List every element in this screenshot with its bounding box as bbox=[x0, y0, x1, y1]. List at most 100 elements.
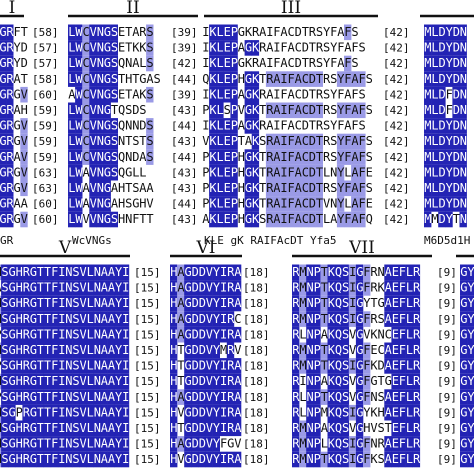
residue-shade bbox=[308, 149, 316, 165]
block-g-residue: V bbox=[370, 421, 377, 435]
block-g-residue: I bbox=[349, 312, 356, 326]
block-e-residue: S bbox=[72, 265, 79, 279]
block-b-residue: C bbox=[83, 150, 90, 164]
residue-shade bbox=[6, 180, 14, 197]
gap-count: [9] bbox=[437, 453, 457, 466]
block-c-residue: K bbox=[252, 87, 260, 101]
residue-shade bbox=[355, 389, 364, 405]
block-f-residue: V bbox=[234, 343, 241, 357]
block-c-residue: S bbox=[330, 72, 337, 86]
residue-shade bbox=[100, 404, 108, 421]
block-c-residue: R bbox=[316, 41, 324, 55]
block-b-residue: L bbox=[68, 165, 75, 179]
block-e-residue: R bbox=[23, 437, 31, 451]
block-c-residue: A bbox=[295, 134, 303, 148]
block-g-residue: L bbox=[406, 437, 413, 451]
residue-shade bbox=[351, 71, 359, 87]
block-e-residue: S bbox=[72, 296, 79, 310]
block-f-residue: D bbox=[192, 421, 199, 435]
residue-shade bbox=[96, 55, 104, 72]
block-e-residue: L bbox=[87, 437, 94, 451]
residue-shade bbox=[320, 280, 328, 296]
residue-shade bbox=[216, 118, 224, 134]
block-f-residue: H bbox=[170, 343, 177, 357]
residue-shade bbox=[86, 420, 94, 437]
residue-shade bbox=[219, 451, 228, 468]
gap-count: [63] bbox=[32, 166, 59, 179]
residue-shade bbox=[334, 404, 342, 421]
block-b-residue: S bbox=[111, 134, 118, 148]
block-g-residue: Q bbox=[335, 327, 342, 341]
residue-shade bbox=[22, 420, 30, 437]
block-c-residue: G bbox=[245, 197, 252, 211]
residue-shade bbox=[50, 436, 59, 452]
block-d-residue: N bbox=[460, 87, 467, 101]
residue-shade bbox=[301, 211, 309, 228]
residue-shade bbox=[452, 71, 460, 87]
block-g-residue: R bbox=[413, 390, 421, 404]
residue-shade bbox=[341, 420, 350, 437]
block-a-residue: A bbox=[14, 150, 22, 164]
residue-shade bbox=[82, 86, 90, 103]
block-c-residue: C bbox=[295, 87, 302, 101]
block-c-residue: K bbox=[252, 72, 260, 86]
block-c-residue: S bbox=[323, 41, 330, 55]
block-c-residue: Y bbox=[330, 119, 338, 133]
block-e-residue: A bbox=[101, 452, 109, 466]
residue-shade bbox=[460, 295, 468, 312]
block-c-residue: S bbox=[359, 87, 366, 101]
block-g-residue: E bbox=[392, 437, 399, 451]
block-b-residue: V bbox=[90, 181, 97, 195]
residue-shade bbox=[313, 295, 321, 312]
block-d-residue: M bbox=[424, 103, 431, 117]
block-c-residue: I bbox=[202, 25, 209, 39]
block-g-residue: K bbox=[370, 452, 378, 466]
block-c-residue: S bbox=[259, 212, 266, 226]
residue-shade bbox=[0, 436, 2, 452]
residue-shade bbox=[431, 133, 439, 150]
residue-shade bbox=[15, 280, 23, 296]
block-f-residue: D bbox=[192, 437, 199, 451]
block-b-residue: Q bbox=[118, 165, 125, 179]
residue-shade bbox=[146, 24, 154, 41]
block-a-residue: R bbox=[6, 181, 14, 195]
residue-shade bbox=[265, 180, 274, 197]
block-f-residue: A bbox=[234, 452, 242, 466]
block-d-residue: D bbox=[453, 119, 460, 133]
residue-shade bbox=[424, 180, 432, 197]
block-d-residue: D bbox=[439, 134, 446, 148]
residue-shade bbox=[198, 311, 206, 327]
gap-count: [39] bbox=[171, 88, 198, 101]
block-e-residue: T bbox=[44, 437, 51, 451]
block-c-residue: A bbox=[330, 212, 338, 226]
block-e-residue: N bbox=[65, 390, 72, 404]
residue-shade bbox=[6, 164, 14, 181]
block-c-residue: T bbox=[309, 119, 316, 133]
residue-shade bbox=[100, 373, 108, 390]
residue-shade bbox=[170, 404, 178, 421]
block-c-residue: F bbox=[351, 87, 358, 101]
block-a-residue: R bbox=[6, 165, 14, 179]
block-c-residue: S bbox=[366, 72, 373, 86]
block-e-residue: A bbox=[101, 405, 109, 419]
block-b-residue: Q bbox=[118, 56, 125, 70]
residue-shade bbox=[36, 264, 44, 281]
residue-shade bbox=[89, 133, 97, 150]
residue-shade bbox=[209, 24, 217, 41]
block-e-residue: N bbox=[65, 312, 72, 326]
residue-shade bbox=[445, 180, 453, 197]
residue-shade bbox=[75, 86, 83, 103]
block-e-residue: Y bbox=[115, 296, 123, 310]
residue-shade bbox=[114, 373, 123, 390]
residue-shade bbox=[96, 118, 104, 134]
block-g-residue: R bbox=[413, 327, 421, 341]
residue-shade bbox=[205, 311, 213, 327]
residue-shade bbox=[412, 389, 421, 405]
residue-shade bbox=[79, 389, 87, 405]
residue-shade bbox=[72, 358, 80, 374]
block-g-residue: M bbox=[299, 281, 306, 295]
block-c-residue: L bbox=[217, 72, 224, 86]
residue-shade bbox=[459, 180, 467, 197]
block-f-residue: A bbox=[177, 390, 185, 404]
residue-shade bbox=[363, 436, 371, 452]
